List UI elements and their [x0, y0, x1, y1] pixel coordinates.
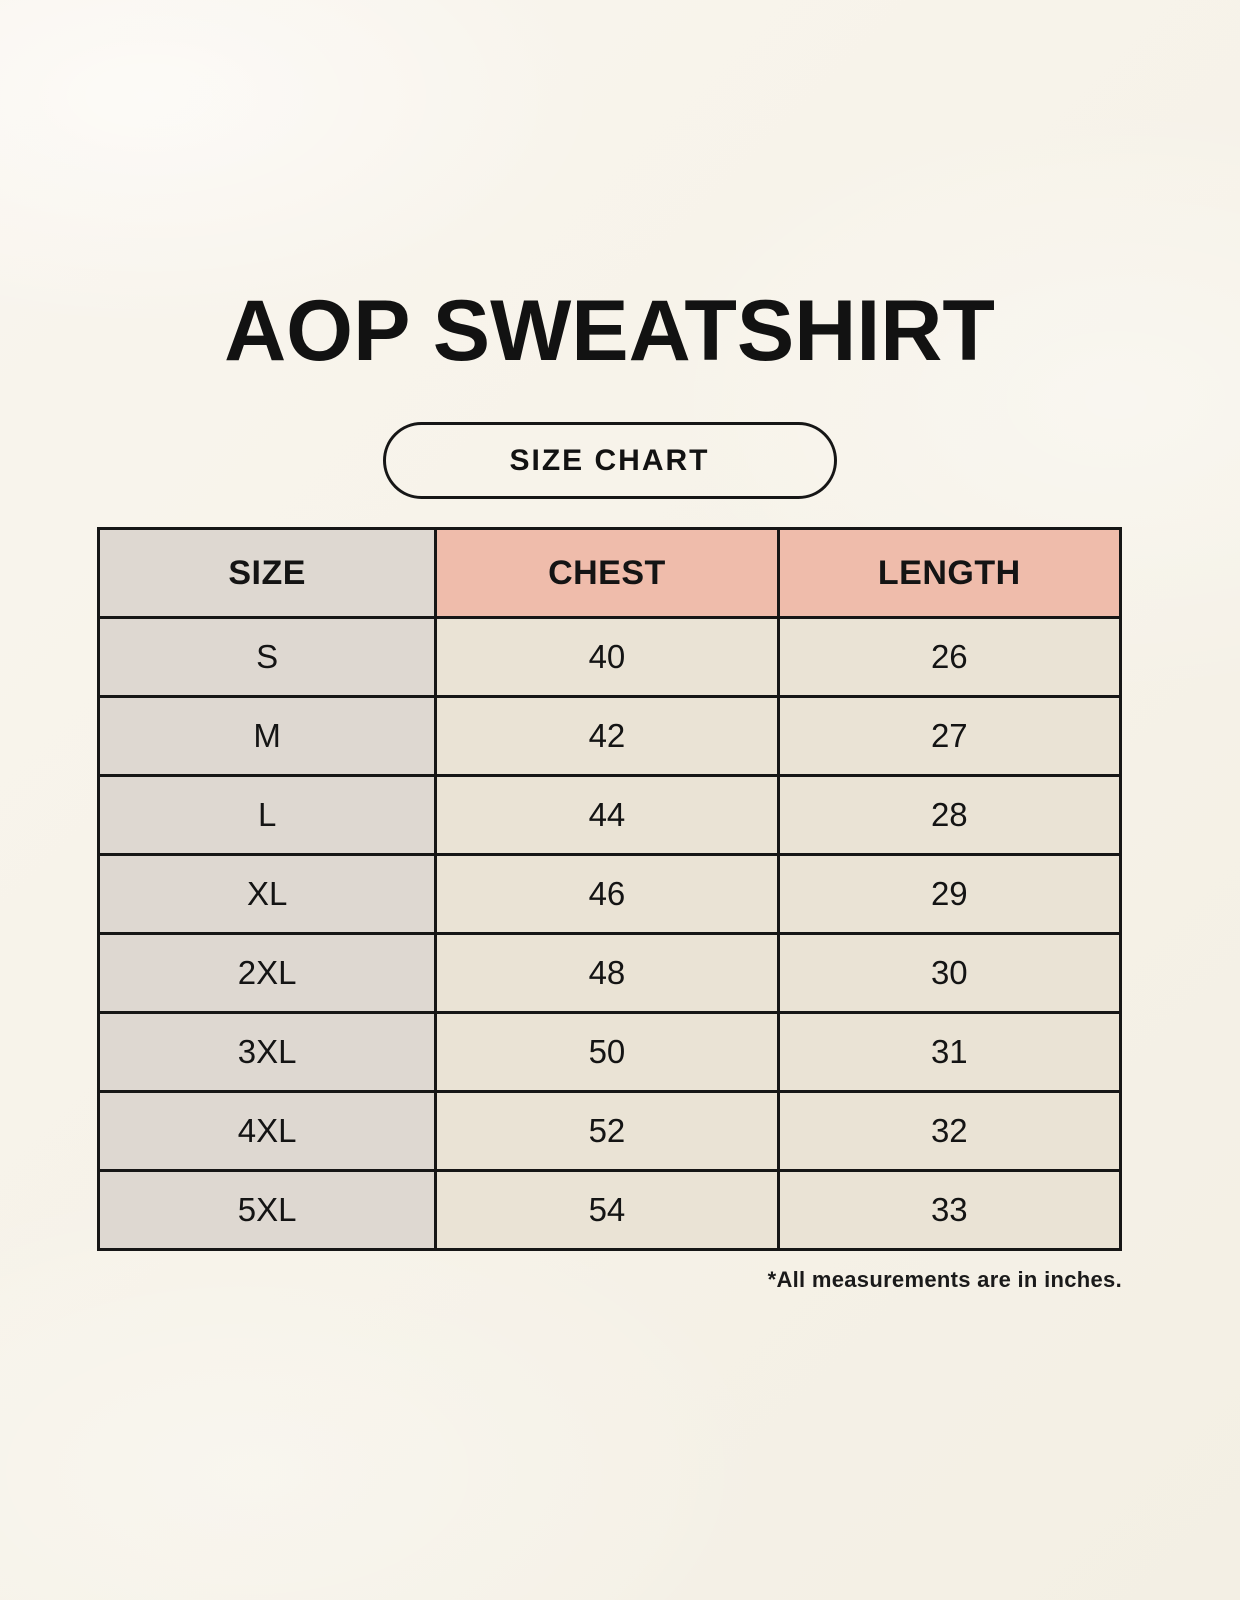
length-value: 26	[776, 616, 1123, 698]
table-row: 4XL 52 32	[96, 1090, 1123, 1172]
chest-value: 50	[434, 1011, 780, 1093]
length-value: 29	[776, 853, 1123, 935]
size-chart-table: SIZE CHEST LENGTH S 40 26 M 42 27 L 44 2…	[96, 527, 1123, 1251]
chest-value: 42	[434, 695, 780, 777]
chest-value: 54	[434, 1169, 780, 1251]
chest-value: 44	[434, 774, 780, 856]
size-label: 3XL	[96, 1011, 438, 1093]
chest-value: 40	[434, 616, 780, 698]
table-header-row: SIZE CHEST LENGTH	[96, 527, 1123, 619]
size-label: L	[96, 774, 438, 856]
table-row: M 42 27	[96, 695, 1123, 777]
length-value: 27	[776, 695, 1123, 777]
length-value: 30	[776, 932, 1123, 1014]
length-value: 28	[776, 774, 1123, 856]
page-title: AOP SWEATSHIRT	[224, 283, 995, 379]
table-row: 3XL 50 31	[96, 1011, 1123, 1093]
size-label: 4XL	[96, 1090, 438, 1172]
size-label: 2XL	[96, 932, 438, 1014]
table-row: 2XL 48 30	[96, 932, 1123, 1014]
size-chart-badge-container: SIZE CHART	[97, 422, 1122, 499]
size-label: M	[96, 695, 438, 777]
table-row: S 40 26	[96, 616, 1123, 698]
header-length: LENGTH	[776, 527, 1123, 619]
size-chart-page: AOP SWEATSHIRT SIZE CHART SIZE CHEST LEN…	[96, 0, 1123, 1293]
length-value: 33	[776, 1169, 1123, 1251]
chest-value: 48	[434, 932, 780, 1014]
chest-value: 46	[434, 853, 780, 935]
length-value: 32	[776, 1090, 1123, 1172]
header-size: SIZE	[96, 527, 438, 619]
size-label: 5XL	[96, 1169, 438, 1251]
table-row: 5XL 54 33	[96, 1169, 1123, 1251]
length-value: 31	[776, 1011, 1123, 1093]
size-label: XL	[96, 853, 438, 935]
measurements-footnote: *All measurements are in inches.	[767, 1267, 1122, 1292]
chest-value: 52	[434, 1090, 780, 1172]
size-label: S	[96, 616, 438, 698]
table-row: L 44 28	[96, 774, 1123, 856]
table-row: XL 46 29	[96, 853, 1123, 935]
size-chart-badge: SIZE CHART	[382, 422, 837, 499]
header-chest: CHEST	[434, 527, 780, 619]
